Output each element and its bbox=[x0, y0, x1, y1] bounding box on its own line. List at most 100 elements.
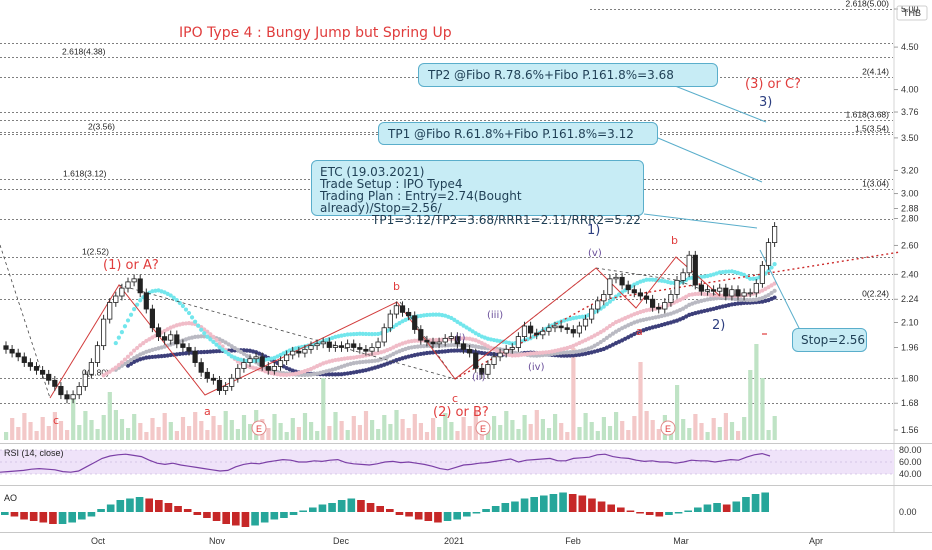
plan-line-1: ETC (19.03.2021) bbox=[320, 165, 425, 179]
ao-bar bbox=[742, 497, 750, 512]
price-tick-label: 1.80 bbox=[901, 373, 919, 383]
ema-cyan-dot bbox=[656, 278, 661, 283]
volume-bar bbox=[89, 420, 94, 440]
ma-navy-dot bbox=[738, 301, 744, 306]
candle-up bbox=[674, 279, 680, 295]
ma-pink-dot bbox=[104, 371, 109, 376]
volume-bar bbox=[522, 415, 527, 440]
price-tick-label: 3.76 bbox=[901, 107, 919, 117]
ao-bar bbox=[87, 512, 96, 517]
ema-cyan-dot bbox=[742, 272, 747, 277]
ao-bar bbox=[722, 504, 731, 512]
volume-bar bbox=[687, 428, 692, 440]
price-tick-label: 4.00 bbox=[901, 85, 919, 95]
ema-cyan-dot bbox=[180, 303, 185, 309]
ao-bar bbox=[126, 498, 134, 512]
ma-pink-dot bbox=[510, 353, 515, 358]
volume-bar bbox=[52, 412, 57, 440]
rsi-tick-label: 80.00 bbox=[899, 445, 922, 455]
candle-down bbox=[570, 329, 576, 334]
ao-bar bbox=[549, 494, 558, 512]
candle-up bbox=[308, 345, 314, 350]
volume-bar bbox=[248, 424, 253, 440]
candle-up bbox=[302, 348, 308, 354]
ma-pink-dot bbox=[610, 321, 616, 327]
ema-cyan-dot bbox=[668, 280, 674, 285]
candle-up bbox=[277, 360, 284, 367]
candle-down bbox=[418, 329, 424, 341]
volume-bar bbox=[339, 421, 344, 440]
candle-up bbox=[448, 336, 454, 339]
ma-navy-dot bbox=[437, 349, 442, 354]
ma-grey-dot bbox=[738, 297, 744, 302]
ma-pink-dot bbox=[461, 336, 466, 341]
candle-up bbox=[680, 272, 686, 281]
ao-bar bbox=[588, 498, 596, 512]
volume-bar bbox=[711, 418, 716, 440]
ma-grey-dot bbox=[772, 288, 777, 293]
ma-pink-dot bbox=[116, 362, 121, 368]
ma-grey-dot bbox=[305, 372, 311, 377]
tp2-callout: TP2 @Fibo R.78.6%+Fibo P.161.8%=3.68 bbox=[418, 63, 718, 87]
candle-up bbox=[387, 313, 393, 329]
candle-down bbox=[473, 352, 479, 369]
ema-cyan-dot bbox=[647, 277, 652, 282]
ma-grey-dot bbox=[202, 334, 207, 339]
candle-up bbox=[485, 364, 491, 375]
ao-bar bbox=[232, 512, 240, 526]
ma-pink-dot bbox=[769, 283, 774, 288]
ema-cyan-dot bbox=[354, 331, 359, 337]
ema-cyan-dot bbox=[128, 312, 134, 317]
ma-pink-dot bbox=[138, 343, 143, 348]
volume-bar bbox=[65, 430, 70, 440]
candle-down bbox=[460, 343, 467, 350]
rsi-line bbox=[0, 452, 771, 473]
candle-up bbox=[717, 287, 723, 292]
ma-grey-dot bbox=[562, 350, 567, 355]
volume-bar bbox=[187, 426, 192, 440]
ma-navy-dot bbox=[156, 354, 161, 359]
wave-label: 3) bbox=[759, 95, 772, 110]
volume-bar bbox=[309, 422, 314, 440]
ma-grey-dot bbox=[565, 350, 570, 355]
ao-bar bbox=[636, 512, 644, 514]
price-tick-label: 2.10 bbox=[901, 318, 919, 328]
ema-cyan-dot bbox=[433, 312, 439, 317]
wave-label-abc: c bbox=[452, 392, 458, 405]
ma-navy-dot bbox=[571, 353, 576, 358]
ma-navy-dot bbox=[324, 372, 329, 377]
time-axis-label: Nov bbox=[209, 536, 226, 546]
volume-bar bbox=[321, 378, 326, 440]
volume-bar bbox=[119, 419, 125, 440]
ma-grey-dot bbox=[555, 351, 561, 356]
tp1-text: TP1 @Fibo R.61.8%+Fibo P.161.8%=3.12 bbox=[388, 127, 634, 141]
ma-grey-dot bbox=[412, 344, 417, 350]
candle-up bbox=[131, 278, 137, 283]
volume-bar bbox=[443, 413, 448, 440]
candle-down bbox=[204, 371, 210, 379]
candle-down bbox=[723, 287, 729, 297]
ema-cyan-dot bbox=[467, 327, 472, 332]
volume-bar bbox=[601, 417, 606, 440]
candle-up bbox=[759, 264, 766, 284]
volume-bar bbox=[699, 423, 704, 440]
candle-up bbox=[589, 308, 595, 320]
volume-bar bbox=[577, 427, 582, 440]
ema-cyan-dot bbox=[208, 337, 213, 342]
volume-bar bbox=[357, 425, 362, 440]
ma-pink-dot bbox=[183, 321, 189, 326]
ma-grey-dot bbox=[748, 297, 753, 303]
candle-up bbox=[229, 377, 235, 387]
candle-up bbox=[686, 254, 692, 274]
price-tick-label: 1.56 bbox=[901, 425, 919, 435]
volume-bar bbox=[241, 415, 247, 440]
volume-bar bbox=[223, 411, 228, 440]
rising-support-dotted bbox=[454, 251, 901, 380]
tp1-pointer bbox=[657, 137, 763, 183]
ma-grey-dot bbox=[369, 359, 375, 364]
ma-grey-dot bbox=[421, 344, 426, 349]
candle-down bbox=[52, 379, 58, 387]
volume-bar bbox=[71, 398, 76, 440]
ma-pink-dot bbox=[147, 337, 152, 342]
ma-navy-dot bbox=[168, 352, 173, 358]
